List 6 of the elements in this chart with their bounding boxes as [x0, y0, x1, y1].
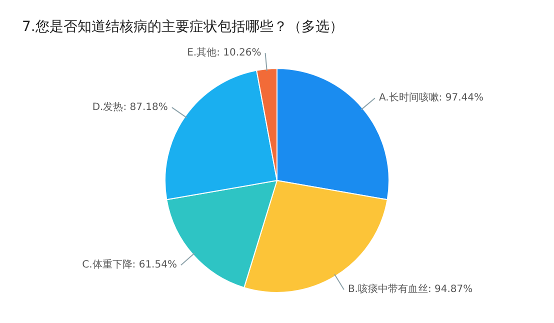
slice-label: D.发热: 87.18% [92, 102, 168, 114]
slice-label: B.咳痰中带有血丝: 94.87% [348, 283, 473, 296]
slice-label: E.其他: 10.26% [187, 46, 262, 59]
chart-title: 7.您是否知道结核病的主要症状包括哪些？（多选） [21, 18, 344, 37]
slice-label: A.长时间咳嗽: 97.44% [378, 92, 484, 104]
slice-label: C.体重下降: 61.54% [82, 258, 177, 271]
